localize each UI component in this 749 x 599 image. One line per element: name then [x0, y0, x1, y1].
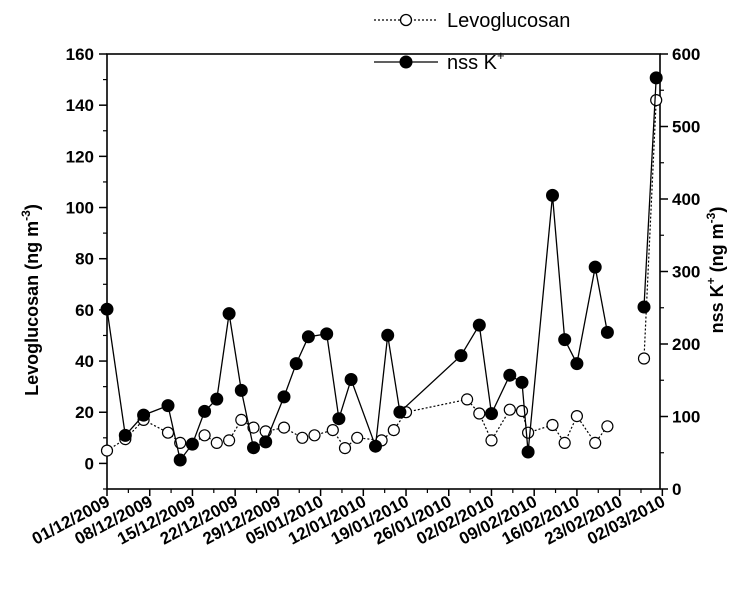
legend-levo-label: Levoglucosan — [447, 10, 570, 32]
left-tick-label: 0 — [85, 454, 94, 473]
nss-k-point — [100, 302, 114, 316]
levoglucosan-point — [515, 404, 529, 418]
left-tick-label: 100 — [66, 199, 94, 218]
levoglucosan-point — [558, 436, 571, 449]
levoglucosan-point — [277, 421, 291, 434]
x-axis: 01/12/200908/12/200915/12/200922/12/2009… — [29, 489, 668, 548]
levoglucosan-point — [308, 429, 321, 442]
left-axis: 0 20 40 60 80 100 120 140 160 — [66, 45, 107, 490]
nss-k-point — [198, 404, 212, 418]
series-nss-k — [100, 71, 663, 467]
nss-k-point — [393, 405, 407, 419]
nss-k-point — [515, 375, 529, 389]
levoglucosan-point — [100, 444, 114, 457]
legend: Levoglucosan nss K+ — [374, 10, 570, 74]
nss-k-point — [185, 437, 199, 451]
right-tick-label: 200 — [672, 335, 700, 354]
left-axis-label: Levoglucosan (ng m-3) — [19, 204, 42, 396]
nss-k-point — [570, 357, 584, 371]
nss-k-point — [259, 435, 273, 449]
legend-nssk-marker — [399, 55, 413, 69]
levoglucosan-point — [326, 424, 339, 437]
nss-k-point — [344, 373, 358, 386]
levoglucosan-point — [387, 424, 400, 437]
right-tick-label: 100 — [672, 408, 700, 427]
right-tick-label: 600 — [672, 45, 700, 64]
nss-k-point — [472, 318, 486, 332]
levoglucosan-point — [338, 442, 352, 455]
nss-k-point — [173, 453, 187, 467]
legend-nssk-label: nss K+ — [447, 48, 505, 74]
nss-k-point — [454, 349, 468, 363]
nss-k-point — [381, 328, 395, 342]
nss-k-line — [643, 77, 657, 308]
legend-levo-marker — [399, 13, 413, 27]
levoglucosan-point — [461, 393, 474, 406]
levoglucosan-point — [650, 93, 663, 107]
nss-k-point — [485, 407, 498, 421]
levoglucosan-point — [503, 403, 516, 416]
levoglucosan-point — [247, 421, 260, 434]
nss-k-line — [106, 195, 609, 462]
nss-k-point — [247, 441, 260, 455]
levoglucosan-point — [198, 429, 211, 442]
left-tick-label: 80 — [75, 250, 94, 269]
nss-k-point — [210, 392, 224, 406]
nss-k-point — [161, 399, 175, 413]
right-tick-label: 400 — [672, 190, 700, 209]
nss-k-point — [637, 300, 651, 314]
nss-k-point — [558, 333, 572, 347]
plot-border — [106, 53, 661, 490]
left-tick-label: 160 — [66, 45, 94, 64]
nss-k-point — [118, 428, 132, 442]
levoglucosan-point — [161, 426, 175, 439]
levoglucosan-point — [521, 426, 535, 439]
nss-k-point — [277, 390, 291, 404]
left-tick-label: 120 — [66, 147, 94, 166]
nss-k-point — [332, 412, 346, 426]
right-tick-label: 0 — [672, 480, 681, 499]
levoglucosan-point — [601, 420, 614, 433]
nss-k-point — [301, 330, 315, 344]
right-tick-label: 300 — [672, 263, 700, 282]
nss-k-point — [234, 383, 248, 397]
right-axis-label: nss K+ (ng m-3) — [704, 207, 727, 334]
levoglucosan-point — [589, 436, 602, 449]
levoglucosan-point — [473, 407, 486, 420]
nss-k-point — [588, 260, 602, 274]
nss-k-point — [369, 439, 382, 453]
nss-k-point — [289, 357, 303, 371]
left-tick-label: 60 — [75, 301, 94, 320]
right-tick-label: 500 — [672, 118, 700, 137]
nss-k-point — [222, 307, 236, 321]
levoglucosan-point — [485, 434, 498, 447]
levoglucosan-line — [643, 100, 657, 359]
levoglucosan-point — [546, 418, 559, 432]
levoglucosan-point — [570, 410, 584, 423]
levoglucosan-point — [223, 434, 236, 447]
left-tick-label: 140 — [66, 96, 94, 115]
nss-k-point — [503, 368, 517, 382]
nss-k-point — [600, 325, 614, 339]
nss-k-point — [546, 188, 559, 202]
levoglucosan-point — [637, 352, 651, 365]
plot-frame — [106, 53, 661, 490]
right-axis: 0 100 200 300 400 500 600 — [660, 45, 700, 499]
left-tick-label: 20 — [75, 403, 94, 422]
series-levoglucosan — [100, 93, 663, 457]
levoglucosan-point — [351, 431, 364, 444]
nss-k-point — [649, 71, 663, 85]
levoglucosan-point — [235, 413, 248, 426]
left-tick-label: 40 — [75, 352, 94, 371]
nss-k-point — [320, 327, 334, 341]
levoglucosan-point — [296, 431, 309, 444]
nss-k-point — [521, 445, 535, 459]
levoglucosan-point — [210, 436, 223, 449]
nss-k-point — [137, 408, 151, 422]
